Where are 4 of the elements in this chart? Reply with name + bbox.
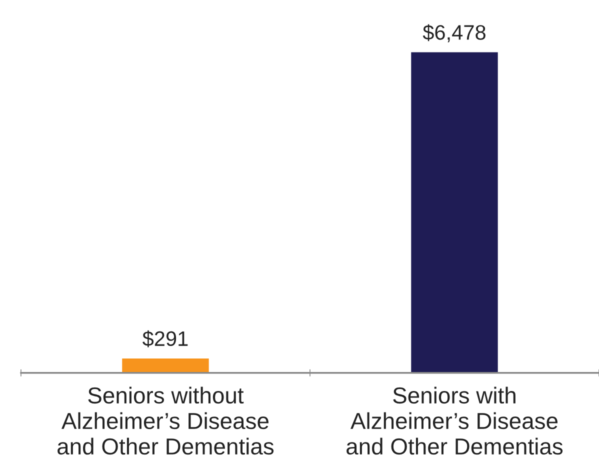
data-label: $291 bbox=[142, 330, 188, 348]
x-tick-label: Seniors with Alzheimer’s Disease and Other Dementias bbox=[346, 386, 563, 455]
data-label: $6,478 bbox=[422, 24, 486, 42]
x-tick-label: Seniors without Alzheimer’s Disease and Other Dementias bbox=[58, 386, 274, 455]
